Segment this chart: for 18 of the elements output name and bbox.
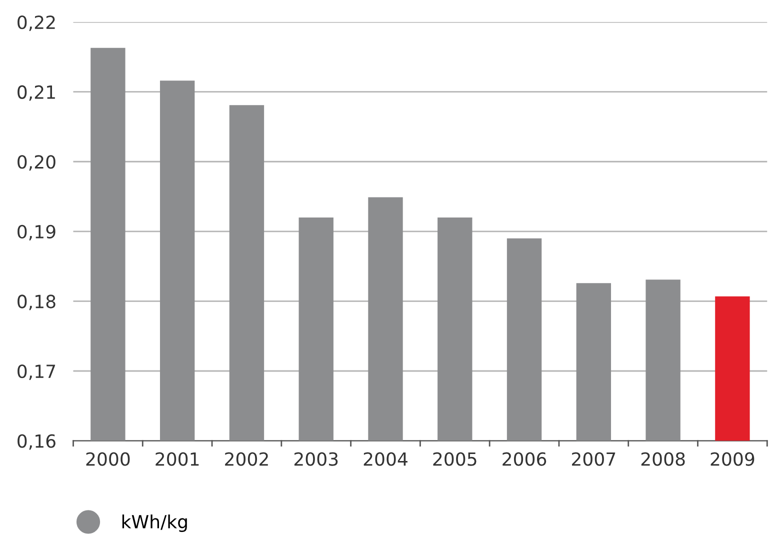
y-tick-label: 0,17	[18, 364, 56, 380]
x-tick-label: 2006	[502, 452, 546, 466]
y-tick-label: 0,22	[18, 16, 55, 31]
y-tick-label: 0,20	[18, 155, 56, 171]
x-tick-label: 2003	[294, 452, 338, 466]
y-tick-label: 0,21	[18, 85, 55, 101]
y-tick-label: 0,18	[18, 294, 56, 310]
y-tick-label: 0,19	[18, 224, 56, 240]
x-tick-label: 2004	[364, 452, 408, 466]
x-tick-label: 2000	[86, 452, 130, 466]
x-tick-label: 2007	[572, 452, 616, 466]
x-tick-label: 2002	[225, 452, 268, 466]
x-tick-label: 2001	[156, 452, 199, 466]
x-tick-label: 2005	[433, 452, 476, 466]
legend-label: kWh/kg	[122, 514, 187, 532]
y-tick-label: 0,16	[18, 434, 56, 450]
x-tick-label: 2008	[641, 452, 685, 466]
x-tick-label: 2009	[710, 452, 754, 466]
